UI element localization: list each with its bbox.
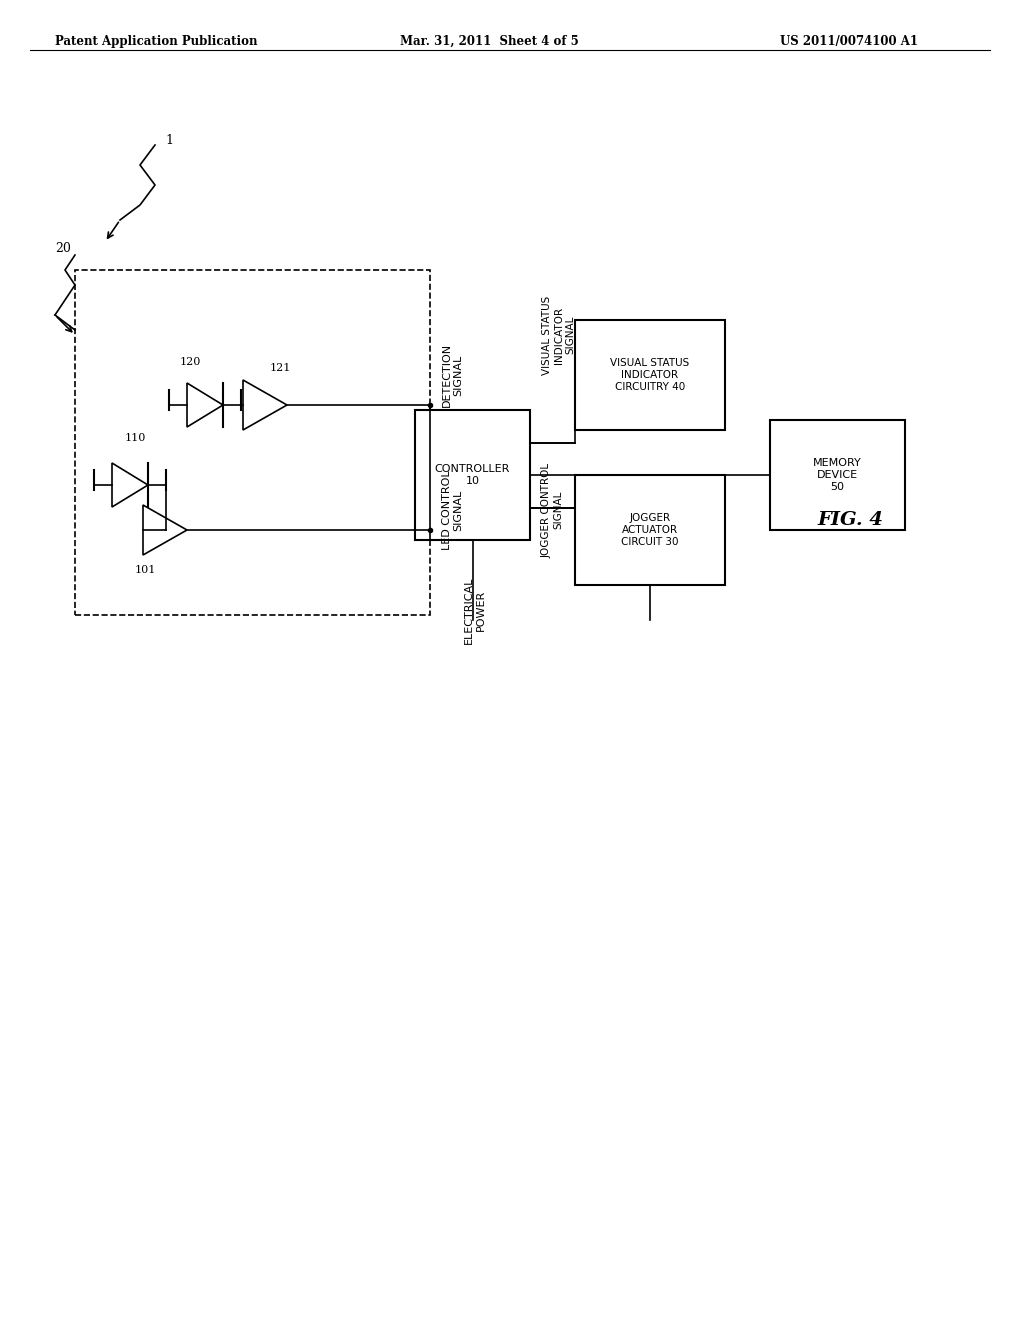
Text: 121: 121 [270,363,292,374]
Bar [770,420,905,531]
Text: VISUAL STATUS
INDICATOR
SIGNAL: VISUAL STATUS INDICATOR SIGNAL [542,296,575,375]
Text: VISUAL STATUS
INDICATOR
CIRCUITRY 40: VISUAL STATUS INDICATOR CIRCUITRY 40 [610,359,689,392]
Text: Patent Application Publication: Patent Application Publication [55,36,257,48]
Text: LED CONTROL
SIGNAL: LED CONTROL SIGNAL [442,470,464,550]
Text: ELECTRICAL
POWER: ELECTRICAL POWER [464,577,485,644]
Bar [415,411,530,540]
Text: 20: 20 [55,242,71,255]
Text: 1: 1 [165,133,173,147]
Bar [575,475,725,585]
Text: FIG. 4: FIG. 4 [817,511,883,529]
Text: MEMORY
DEVICE
50: MEMORY DEVICE 50 [813,458,862,491]
Text: JOGGER CONTROL
SIGNAL: JOGGER CONTROL SIGNAL [542,462,563,557]
Text: JOGGER
ACTUATOR
CIRCUIT 30: JOGGER ACTUATOR CIRCUIT 30 [622,513,679,546]
Text: Mar. 31, 2011  Sheet 4 of 5: Mar. 31, 2011 Sheet 4 of 5 [400,36,579,48]
Text: 101: 101 [135,565,157,576]
Text: 120: 120 [180,356,202,367]
Text: CONTROLLER
10: CONTROLLER 10 [435,465,510,486]
Bar [75,271,430,615]
Text: DETECTION
SIGNAL: DETECTION SIGNAL [442,343,464,407]
Bar [575,319,725,430]
Text: US 2011/0074100 A1: US 2011/0074100 A1 [780,36,918,48]
Text: 110: 110 [125,433,146,444]
